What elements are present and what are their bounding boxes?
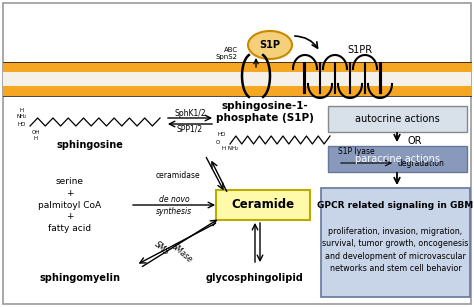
Text: S1P: S1P: [259, 40, 281, 50]
Text: S1PR: S1PR: [347, 45, 373, 55]
Text: H NH₂: H NH₂: [222, 146, 238, 150]
Text: H: H: [34, 135, 38, 141]
Bar: [3, 62, 471, 72]
Text: OR: OR: [408, 136, 422, 146]
Text: proliferation, invasion, migration,
survival, tumor growth, oncogenesis
and deve: proliferation, invasion, migration, surv…: [322, 227, 469, 273]
Text: SphK1/2: SphK1/2: [174, 108, 206, 118]
Ellipse shape: [248, 31, 292, 59]
Text: NH₂: NH₂: [17, 114, 27, 119]
Text: sphingosine: sphingosine: [56, 140, 123, 150]
Text: sphingomyelin: sphingomyelin: [39, 273, 120, 283]
Text: O: O: [216, 139, 220, 145]
Text: H: H: [20, 107, 24, 112]
FancyBboxPatch shape: [328, 146, 467, 172]
Text: SPP1/2: SPP1/2: [177, 125, 203, 134]
Text: HO: HO: [18, 122, 26, 127]
Bar: [3, 72, 471, 86]
Text: GPCR related signaling in GBM: GPCR related signaling in GBM: [318, 201, 474, 211]
FancyBboxPatch shape: [328, 106, 467, 132]
Text: HO: HO: [218, 133, 226, 138]
Bar: [3, 86, 471, 96]
FancyBboxPatch shape: [216, 190, 310, 220]
Text: autocrine actions: autocrine actions: [355, 114, 440, 124]
Text: degradation: degradation: [398, 158, 445, 168]
Text: synthesis: synthesis: [156, 207, 192, 216]
Text: serine
+
palmitoyl CoA
+
fatty acid: serine + palmitoyl CoA + fatty acid: [38, 177, 101, 233]
Text: S1P lyase: S1P lyase: [338, 147, 374, 157]
Text: glycosphingolipid: glycosphingolipid: [206, 273, 304, 283]
FancyBboxPatch shape: [321, 188, 470, 297]
Text: de novo: de novo: [159, 195, 189, 204]
Text: OH: OH: [32, 130, 40, 134]
Text: paracrine actions: paracrine actions: [355, 154, 440, 164]
Text: sphingosine-1-
phosphate (S1P): sphingosine-1- phosphate (S1P): [216, 101, 314, 123]
Text: SMase: SMase: [170, 242, 194, 264]
Text: SMS: SMS: [153, 239, 171, 257]
Text: ABC
SpnS2: ABC SpnS2: [216, 46, 238, 60]
Text: Ceramide: Ceramide: [231, 199, 294, 212]
Text: ceramidase: ceramidase: [155, 170, 200, 180]
